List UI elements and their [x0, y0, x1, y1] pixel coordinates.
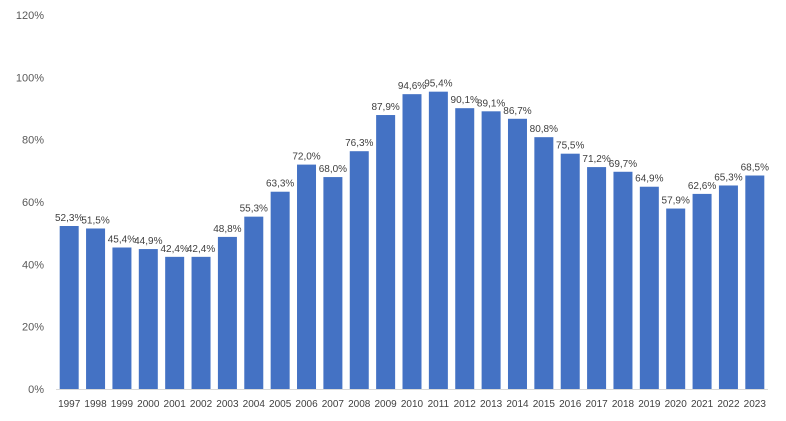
data-label-2013: 89,1% — [477, 98, 505, 109]
x-tick-label-2001: 2001 — [164, 399, 187, 410]
bar-2000 — [138, 249, 158, 389]
x-tick-label-2019: 2019 — [638, 399, 661, 410]
x-tick-label-2008: 2008 — [348, 399, 371, 410]
data-label-2022: 65,3% — [714, 172, 742, 183]
bar-2005 — [270, 191, 290, 389]
bar-2013 — [481, 111, 501, 389]
x-tick-label-2023: 2023 — [744, 399, 767, 410]
data-label-2010: 94,6% — [398, 81, 426, 92]
bar-2016 — [560, 153, 580, 389]
x-tick-label-2007: 2007 — [322, 399, 345, 410]
x-tick-label-2000: 2000 — [137, 399, 160, 410]
data-label-2023: 68,5% — [741, 163, 769, 174]
x-tick-label-2018: 2018 — [612, 399, 635, 410]
x-tick-label-2014: 2014 — [506, 399, 529, 410]
y-tick-label: 20% — [22, 322, 44, 334]
bar-2015 — [534, 137, 554, 389]
data-label-2014: 86,7% — [503, 106, 531, 117]
data-label-2008: 76,3% — [345, 138, 373, 149]
data-label-2000: 44,9% — [134, 236, 162, 247]
x-tick-label-1997: 1997 — [58, 399, 81, 410]
data-label-2017: 71,2% — [582, 154, 610, 165]
bar-2010 — [402, 94, 422, 389]
data-label-2015: 80,8% — [530, 124, 558, 135]
bar-2001 — [165, 256, 185, 389]
data-label-2021: 62,6% — [688, 181, 716, 192]
data-label-2003: 48,8% — [213, 224, 241, 235]
data-label-2020: 57,9% — [662, 196, 690, 207]
x-tick-label-2010: 2010 — [401, 399, 424, 410]
x-tick-label-2015: 2015 — [533, 399, 556, 410]
bar-2023 — [745, 175, 765, 389]
y-tick-label: 40% — [22, 259, 44, 271]
bar-2011 — [428, 91, 448, 390]
bar-2014 — [507, 118, 527, 389]
x-tick-label-2005: 2005 — [269, 399, 292, 410]
bar-1999 — [112, 247, 132, 389]
data-label-2012: 90,1% — [451, 95, 479, 106]
y-axis: 0% 20% 40% 60% 80% 100% 120% — [16, 10, 44, 396]
bar-2003 — [217, 236, 237, 389]
x-tick-label-2016: 2016 — [559, 399, 582, 410]
x-tick-label-2003: 2003 — [216, 399, 239, 410]
bar-2021 — [692, 193, 712, 389]
data-label-1999: 45,4% — [108, 235, 136, 246]
x-tick-label-2012: 2012 — [454, 399, 477, 410]
x-tick-label-1998: 1998 — [84, 399, 107, 410]
data-label-2011: 95,4% — [424, 79, 452, 90]
bars — [59, 91, 765, 390]
x-tick-label-2011: 2011 — [428, 399, 450, 410]
bar-2019 — [639, 186, 659, 389]
data-label-2005: 63,3% — [266, 179, 294, 190]
x-tick-label-1999: 1999 — [111, 399, 134, 410]
x-tick-label-2021: 2021 — [691, 399, 714, 410]
x-tick-label-2009: 2009 — [375, 399, 398, 410]
bar-2002 — [191, 256, 211, 389]
x-tick-label-2017: 2017 — [585, 399, 608, 410]
data-label-2019: 64,9% — [635, 174, 663, 185]
data-label-2002: 42,4% — [187, 244, 215, 255]
x-tick-label-2006: 2006 — [295, 399, 318, 410]
data-label-2016: 75,5% — [556, 141, 584, 152]
x-tick-label-2002: 2002 — [190, 399, 213, 410]
y-tick-label: 60% — [22, 197, 44, 209]
data-label-1997: 52,3% — [55, 213, 83, 224]
data-label-2018: 69,7% — [609, 159, 637, 170]
y-tick-label: 0% — [28, 384, 44, 396]
data-labels: 52,3%51,5%45,4%44,9%42,4%42,4%48,8%55,3%… — [55, 79, 769, 255]
x-tick-label-2020: 2020 — [665, 399, 688, 410]
bar-2007 — [323, 177, 343, 389]
bar-2022 — [718, 185, 738, 389]
bar-2018 — [613, 171, 633, 389]
x-tick-label-2013: 2013 — [480, 399, 503, 410]
y-tick-label: 80% — [22, 135, 44, 147]
bar-2008 — [349, 151, 369, 389]
bar-1997 — [59, 226, 79, 389]
bar-1998 — [86, 228, 106, 389]
x-axis: 1997 1998 1999 2000 2001 2002 2003 2004 2005 2006… — [56, 389, 768, 410]
bar-2020 — [666, 208, 686, 389]
bar-2012 — [455, 108, 475, 389]
bar-2006 — [297, 164, 317, 389]
data-label-2004: 55,3% — [240, 204, 268, 215]
x-tick-label-2022: 2022 — [717, 399, 740, 410]
data-label-2007: 68,0% — [319, 164, 347, 175]
bar-2017 — [587, 167, 607, 389]
x-tick-label-2004: 2004 — [243, 399, 266, 410]
bar-2004 — [244, 216, 264, 389]
data-label-2006: 72,0% — [292, 152, 320, 163]
y-tick-label: 120% — [16, 10, 44, 22]
data-label-2009: 87,9% — [371, 102, 399, 113]
bar-2009 — [376, 115, 396, 389]
data-label-1998: 51,5% — [81, 215, 109, 226]
y-tick-label: 100% — [16, 72, 44, 84]
data-label-2001: 42,4% — [160, 244, 188, 255]
